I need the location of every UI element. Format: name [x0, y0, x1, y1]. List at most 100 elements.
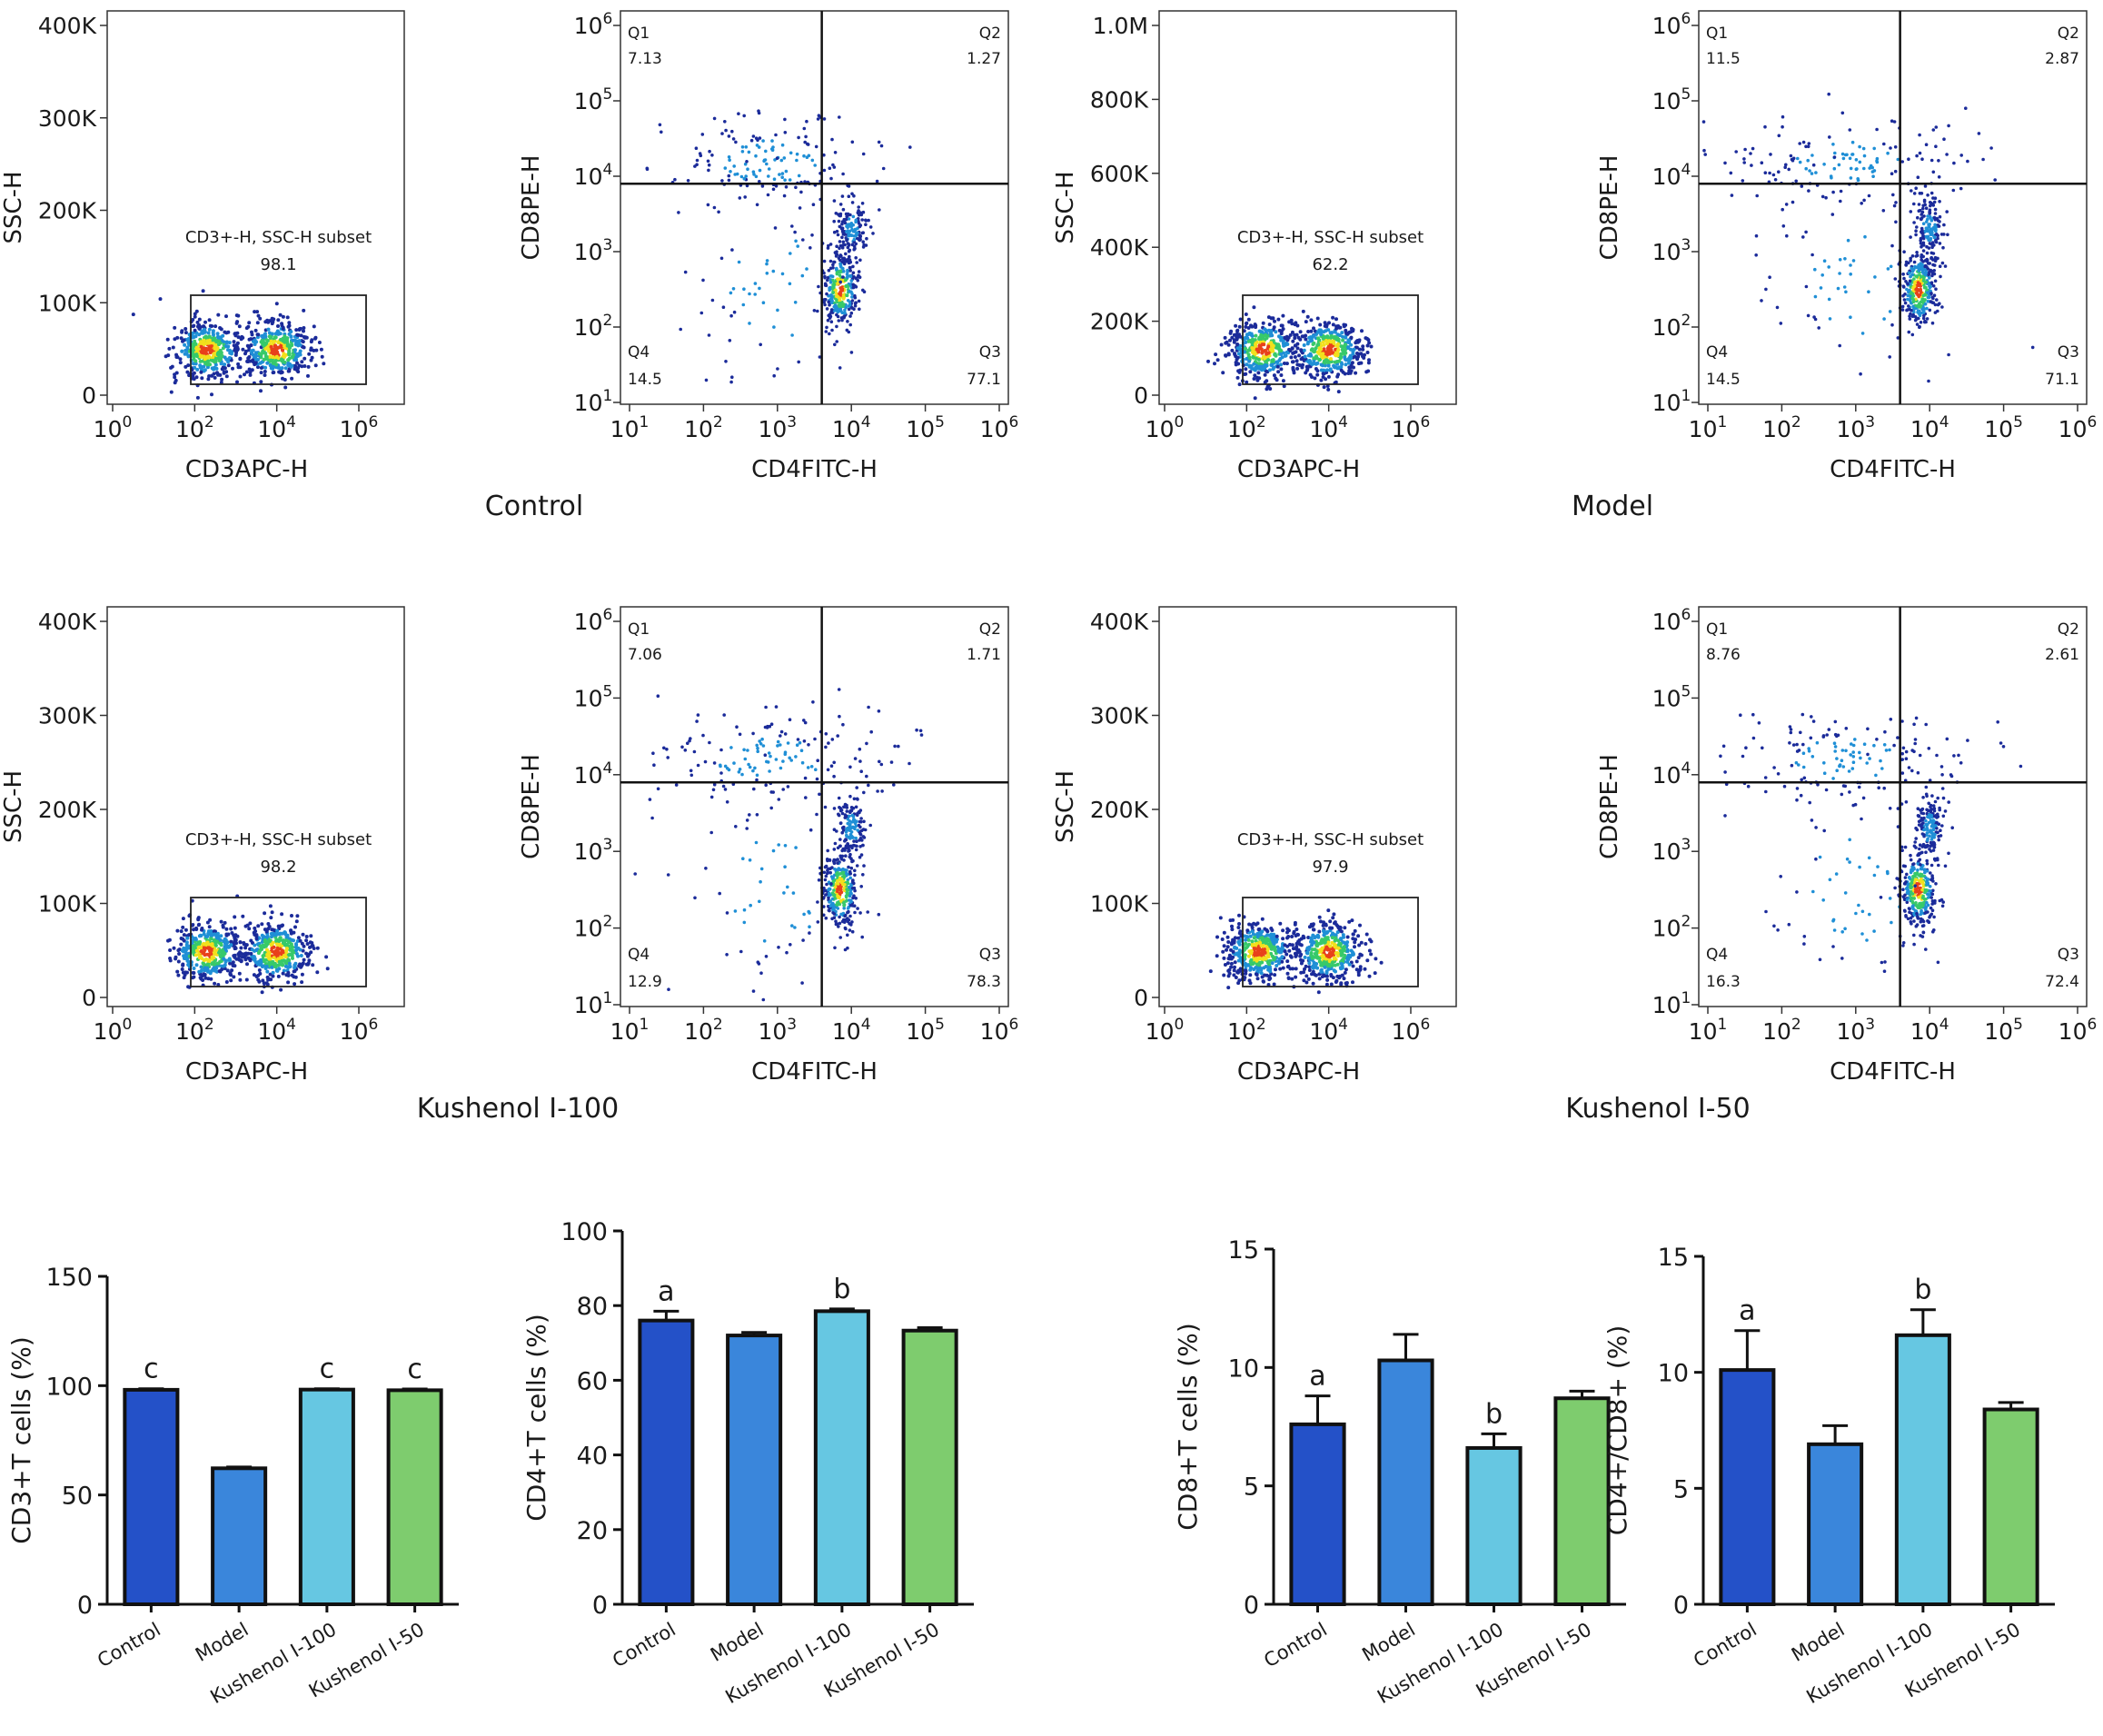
- event-dot: [856, 279, 859, 283]
- event-dot: [740, 773, 744, 777]
- event-dot: [1273, 983, 1276, 987]
- event-dot: [193, 372, 196, 375]
- event-dot: [1905, 263, 1909, 267]
- cd8-cd4-plot: 106105104103102101101 102 103 104 105 106CD4F…: [518, 606, 1018, 1086]
- quadrant-q1-value: 7.06: [628, 646, 662, 664]
- event-dot: [785, 951, 789, 955]
- event-dot: [1254, 334, 1257, 338]
- event-dot: [794, 301, 798, 304]
- event-dot: [1910, 291, 1913, 294]
- event-dot: [1344, 323, 1347, 327]
- event-dot: [270, 962, 273, 966]
- event-dot: [789, 759, 793, 762]
- event-dot: [266, 983, 270, 987]
- event-dot: [195, 949, 199, 953]
- event-dot: [1749, 152, 1752, 155]
- event-dot: [1908, 272, 1911, 275]
- event-dot: [747, 763, 750, 767]
- event-dot: [302, 326, 305, 330]
- event-dot: [238, 978, 242, 982]
- event-dot: [705, 379, 709, 382]
- event-dot: [263, 938, 267, 942]
- event-dot: [825, 330, 828, 333]
- y-tick-label: 106: [1652, 10, 1691, 39]
- event-dot: [1805, 285, 1809, 289]
- event-dot: [270, 345, 273, 349]
- event-dot: [839, 310, 843, 313]
- event-dot: [1937, 303, 1940, 307]
- event-dot: [243, 352, 247, 355]
- event-dot: [848, 870, 852, 874]
- y-tick-label: 102: [574, 312, 613, 341]
- event-dot: [227, 946, 231, 949]
- event-dot: [893, 745, 897, 749]
- event-dot: [1338, 326, 1342, 330]
- event-dot: [1262, 322, 1265, 325]
- event-dot: [783, 156, 787, 160]
- event-dot: [1346, 358, 1350, 362]
- event-dot: [1849, 315, 1852, 319]
- event-dot: [266, 922, 270, 926]
- event-dot: [713, 206, 717, 210]
- event-dot: [834, 919, 838, 923]
- event-dot: [1807, 189, 1810, 193]
- event-dot: [1916, 322, 1919, 326]
- event-dot: [774, 226, 778, 230]
- event-dot: [1244, 367, 1247, 371]
- event-dot: [828, 332, 831, 336]
- event-dot: [1920, 192, 1924, 195]
- event-dot: [1814, 295, 1818, 299]
- event-dot: [754, 282, 758, 285]
- event-dot: [789, 178, 792, 182]
- event-dot: [1245, 357, 1248, 361]
- event-dot: [759, 136, 762, 140]
- event-dot: [1742, 157, 1746, 161]
- event-dot: [1352, 366, 1355, 370]
- event-dot: [856, 814, 859, 818]
- event-dot: [1919, 313, 1922, 317]
- event-dot: [1313, 376, 1316, 380]
- y-tick-label: 105: [574, 85, 613, 114]
- event-dot: [1852, 259, 1856, 263]
- event-dot: [838, 281, 842, 284]
- event-dot: [1336, 349, 1340, 352]
- event-dot: [1280, 323, 1284, 327]
- event-dot: [855, 806, 858, 809]
- event-dot: [1304, 338, 1307, 342]
- event-dot: [1768, 275, 1771, 279]
- event-dot: [675, 783, 679, 787]
- event-dot: [287, 344, 291, 348]
- x-axis-label: CD3APC-H: [1237, 1058, 1360, 1086]
- event-dot: [1790, 154, 1793, 158]
- event-dot: [1920, 263, 1924, 267]
- event-dot: [1751, 147, 1755, 151]
- event-dot: [224, 933, 228, 937]
- event-dot: [1919, 218, 1923, 222]
- y-tick-label: 104: [574, 161, 613, 190]
- event-dot: [1309, 318, 1313, 322]
- event-dot: [1294, 355, 1297, 359]
- event-dot: [169, 366, 173, 370]
- event-dot: [805, 120, 808, 124]
- event-dot: [1929, 257, 1933, 261]
- event-dot: [1785, 203, 1789, 206]
- event-dot: [1807, 314, 1810, 318]
- event-dot: [724, 765, 728, 769]
- event-dot: [1946, 233, 1949, 237]
- event-dot: [308, 946, 312, 949]
- event-dot: [1277, 359, 1281, 362]
- event-dot: [827, 244, 830, 248]
- event-dot: [1223, 931, 1226, 935]
- event-dot: [838, 271, 842, 274]
- event-dot: [855, 848, 858, 852]
- event-dot: [728, 179, 731, 183]
- event-dot: [711, 299, 715, 303]
- event-dot: [1915, 154, 1919, 158]
- event-dot: [1862, 147, 1866, 151]
- event-dot: [265, 355, 269, 359]
- event-dot: [1253, 373, 1256, 377]
- event-dot: [856, 864, 859, 868]
- event-dot: [1841, 112, 1845, 115]
- event-dot: [789, 252, 792, 255]
- event-dot: [1894, 221, 1898, 224]
